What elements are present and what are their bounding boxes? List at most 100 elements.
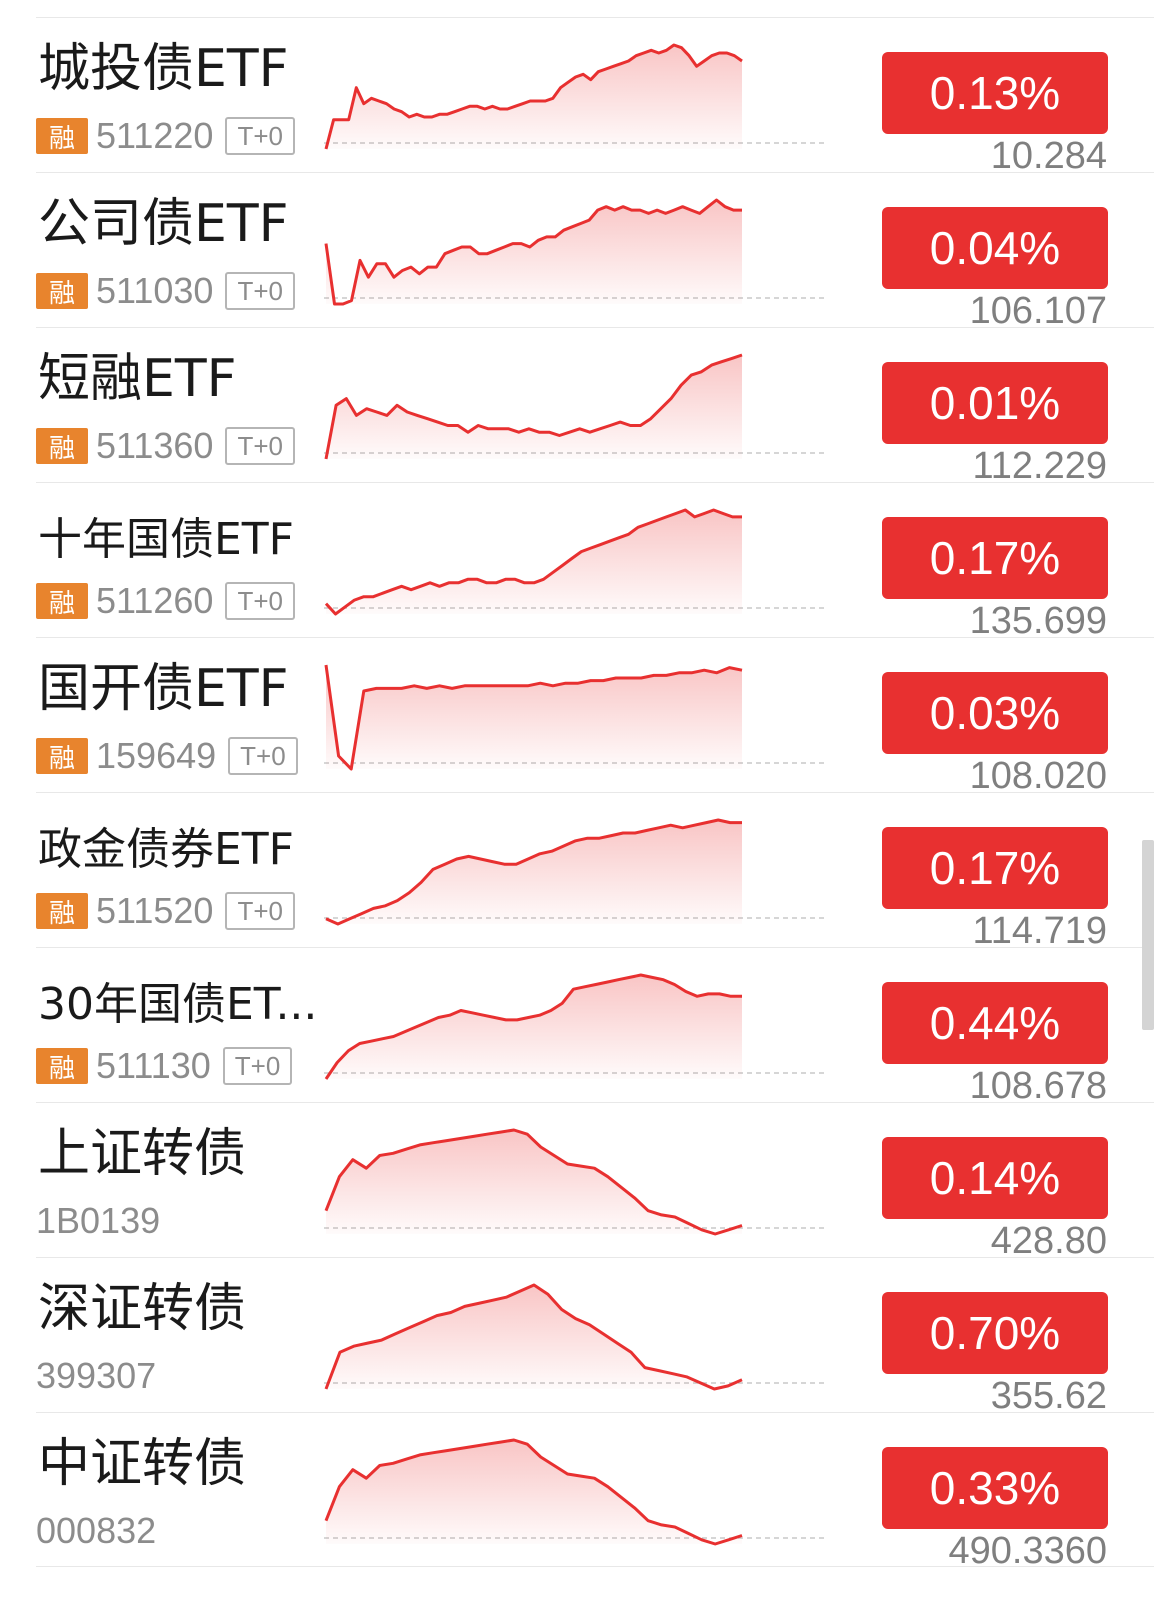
divider <box>36 327 1154 328</box>
fund-name: 深证转债 <box>38 1279 247 1339</box>
list-item[interactable]: 政金债券ETF 融 511520 T+0 0.17% 114.719 <box>0 792 1176 952</box>
sparkline-area <box>326 510 742 614</box>
margin-badge: 融 <box>36 118 88 154</box>
sparkline-chart <box>324 1128 828 1236</box>
sparkline-chart <box>324 818 828 926</box>
latest-price: 108.678 <box>969 1065 1107 1107</box>
t0-badge: T+0 <box>225 892 295 930</box>
fund-name: 国开债ETF <box>38 659 289 719</box>
fund-name: 中证转债 <box>38 1434 247 1494</box>
latest-price: 108.020 <box>969 755 1107 797</box>
divider <box>36 172 1154 173</box>
change-percent-badge[interactable]: 0.04% <box>882 207 1108 289</box>
fund-meta: 融 511520 T+0 <box>36 891 295 931</box>
change-percent-badge[interactable]: 0.70% <box>882 1292 1108 1374</box>
divider <box>36 17 1154 18</box>
latest-price: 10.284 <box>990 135 1107 177</box>
fund-code: 511220 <box>96 115 214 156</box>
fund-meta: 融 511360 T+0 <box>36 426 295 466</box>
sparkline-area <box>326 1285 742 1389</box>
change-percent-badge[interactable]: 0.17% <box>882 827 1108 909</box>
fund-name: 城投债ETF <box>38 39 289 99</box>
sparkline-line <box>324 1283 743 1391</box>
divider <box>36 1412 1154 1413</box>
sparkline-area <box>326 1440 742 1544</box>
sparkline-line <box>324 1128 743 1236</box>
sparkline-chart <box>324 1283 828 1391</box>
change-percent-badge[interactable]: 0.14% <box>882 1137 1108 1219</box>
sparkline-chart <box>324 508 828 616</box>
change-percent-badge[interactable]: 0.13% <box>882 52 1108 134</box>
margin-badge: 融 <box>36 893 88 929</box>
fund-name: 上证转债 <box>38 1124 247 1184</box>
list-item[interactable]: 公司债ETF 融 511030 T+0 0.04% 106.107 <box>0 172 1176 332</box>
fund-code: 1B0139 <box>36 1200 161 1241</box>
divider <box>36 792 1154 793</box>
margin-badge: 融 <box>36 583 88 619</box>
sparkline-area <box>326 975 742 1079</box>
latest-price: 114.719 <box>972 910 1107 952</box>
divider <box>36 482 1154 483</box>
margin-badge: 融 <box>36 273 88 309</box>
fund-code: 511260 <box>96 580 214 621</box>
t0-badge: T+0 <box>228 737 298 775</box>
sparkline-line <box>324 508 742 616</box>
sparkline-line <box>324 353 743 460</box>
list-item[interactable]: 深证转债 399307 0.70% 355.62 <box>0 1257 1176 1417</box>
change-percent-badge[interactable]: 0.03% <box>882 672 1108 754</box>
sparkline-line <box>325 818 742 926</box>
list-item[interactable]: 中证转债 000832 0.33% 490.3360 <box>0 1412 1176 1572</box>
sparkline-line <box>324 1438 743 1546</box>
list-item[interactable]: 国开债ETF 融 159649 T+0 0.03% 108.020 <box>0 637 1176 797</box>
list-item[interactable]: 十年国债ETF 融 511260 T+0 0.17% 135.699 <box>0 482 1176 642</box>
margin-badge: 融 <box>36 1048 88 1084</box>
latest-price: 490.3360 <box>948 1530 1108 1572</box>
sparkline-area <box>326 355 742 459</box>
list-item[interactable]: 30年国债ET... 融 511130 T+0 0.44% 108.678 <box>0 947 1176 1107</box>
divider <box>36 1566 1154 1567</box>
fund-meta: 399307 <box>36 1356 156 1396</box>
t0-badge: T+0 <box>225 427 295 465</box>
sparkline-chart <box>324 973 828 1080</box>
latest-price: 355.62 <box>990 1375 1107 1417</box>
fund-meta: 融 511220 T+0 <box>36 116 295 156</box>
divider <box>36 637 1154 638</box>
change-percent-badge[interactable]: 0.44% <box>882 982 1108 1064</box>
list-item[interactable]: 短融ETF 融 511360 T+0 0.01% 112.229 <box>0 327 1176 487</box>
sparkline-line <box>324 973 742 1080</box>
sparkline-line <box>324 664 743 771</box>
fund-code: 000832 <box>36 1510 157 1551</box>
fund-code: 399307 <box>36 1355 157 1396</box>
margin-badge: 融 <box>36 428 88 464</box>
fund-name: 30年国债ET... <box>38 979 318 1030</box>
sparkline-area <box>326 665 742 769</box>
change-percent-badge[interactable]: 0.17% <box>882 517 1108 599</box>
sparkline-area <box>326 200 742 304</box>
t0-badge: T+0 <box>225 582 295 620</box>
divider <box>36 1102 1154 1103</box>
scrollbar[interactable] <box>1142 840 1154 1030</box>
list-item[interactable]: 上证转债 1B0139 0.14% 428.80 <box>0 1102 1176 1262</box>
change-percent-badge[interactable]: 0.33% <box>882 1447 1108 1529</box>
sparkline-chart <box>324 353 828 460</box>
latest-price: 135.699 <box>969 600 1107 642</box>
sparkline-area <box>326 45 742 149</box>
change-percent-badge[interactable]: 0.01% <box>882 362 1108 444</box>
fund-code: 511520 <box>96 890 214 931</box>
sparkline-chart <box>324 43 828 150</box>
t0-badge: T+0 <box>222 1047 293 1085</box>
fund-meta: 1B0139 <box>36 1201 160 1241</box>
latest-price: 112.229 <box>972 445 1107 487</box>
fund-name: 政金债券ETF <box>38 824 294 875</box>
list-item[interactable]: 城投债ETF 融 511220 T+0 0.13% 10.284 <box>0 17 1176 177</box>
fund-name: 公司债ETF <box>38 194 289 254</box>
fund-code: 511360 <box>96 425 214 466</box>
divider <box>36 1257 1154 1258</box>
sparkline-line <box>324 43 743 150</box>
sparkline-area <box>326 1130 742 1234</box>
fund-name: 十年国债ETF <box>38 514 294 565</box>
fund-code: 511030 <box>96 270 214 311</box>
fund-meta: 融 511260 T+0 <box>36 581 295 621</box>
fund-meta: 000832 <box>36 1511 156 1551</box>
fund-code: 511130 <box>96 1045 211 1086</box>
